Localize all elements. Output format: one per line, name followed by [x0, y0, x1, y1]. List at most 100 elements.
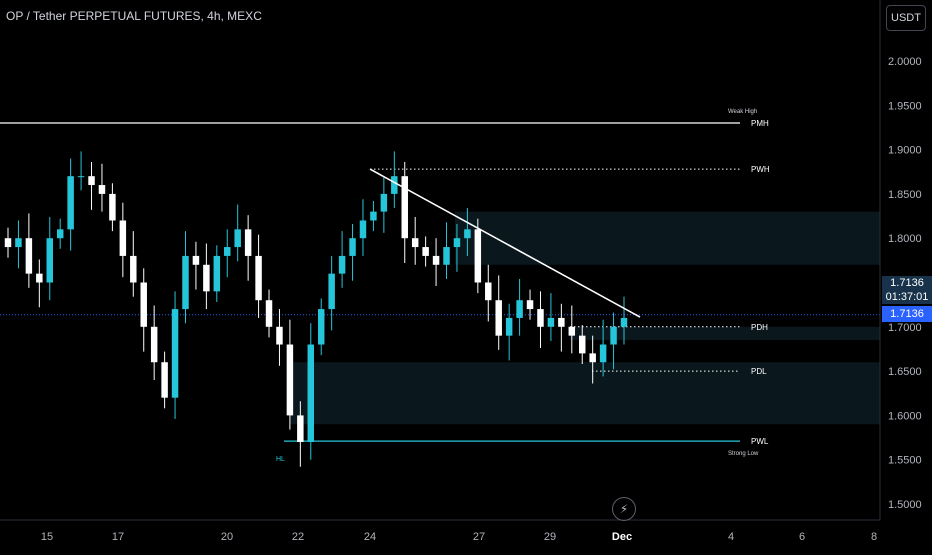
candle-body [328, 273, 335, 310]
candle-body [411, 238, 419, 248]
candle [98, 163, 106, 212]
candle-body [46, 238, 53, 283]
candle-body [380, 193, 388, 212]
x-tick-label: 27 [473, 531, 485, 543]
candle [495, 275, 502, 350]
level-label-pdl: PDL [751, 367, 767, 376]
candle-body [56, 229, 64, 239]
candle-body [150, 326, 158, 363]
levels-layer: PMH Weak High PWH PDH PDL PWL Strong Low [0, 109, 880, 457]
candle [401, 162, 408, 264]
y-tick-label: 1.8000 [888, 233, 922, 245]
zones-layer [290, 211, 880, 425]
candle [526, 289, 534, 320]
candle-body [192, 255, 200, 265]
candle [568, 305, 576, 354]
candle [328, 255, 335, 331]
candle [161, 351, 168, 409]
x-tick-label: 15 [41, 531, 53, 543]
candle-body [495, 300, 502, 336]
candle-body [579, 335, 586, 354]
candle-body [464, 229, 471, 239]
candle [255, 234, 262, 318]
candle [265, 289, 273, 338]
y-tick-label: 1.9000 [888, 145, 922, 157]
y-tick-label: 1.7000 [888, 322, 922, 334]
candle [171, 291, 179, 419]
candle [370, 200, 377, 232]
currency-button[interactable]: USDT [886, 5, 926, 31]
candle-body [15, 238, 22, 248]
candle-body [474, 229, 482, 283]
candle-body [453, 238, 461, 248]
candle [599, 319, 607, 377]
x-tick-label: Dec [612, 531, 632, 543]
candle [610, 312, 617, 370]
overlay-layer: HL [276, 168, 641, 463]
candle [589, 335, 596, 384]
candle-body [286, 344, 294, 416]
swing-label: HL [276, 456, 285, 463]
candle [432, 238, 440, 287]
candle [244, 215, 252, 281]
candle [443, 222, 450, 279]
lightning-icon[interactable]: ⚡ [612, 497, 636, 521]
candle-body [119, 220, 127, 256]
candle-body [307, 344, 315, 442]
candle [25, 213, 33, 288]
candle [88, 162, 95, 210]
candle [140, 268, 147, 352]
candle-body [349, 238, 356, 256]
candle [130, 231, 137, 297]
zone-2 [290, 362, 880, 425]
candle [224, 229, 231, 278]
candle-body [443, 247, 450, 265]
candle-body [244, 229, 252, 256]
candle-body [568, 326, 576, 336]
candle [213, 245, 221, 302]
candle-body [265, 300, 273, 327]
candle [391, 151, 398, 209]
candle-body [255, 255, 262, 301]
candle [579, 325, 586, 365]
y-tick-label: 1.9500 [888, 100, 922, 112]
candle [119, 202, 127, 278]
zone-1 [570, 326, 880, 341]
candle [182, 231, 189, 324]
candle-body [161, 362, 168, 398]
candle [234, 204, 241, 262]
candle-body [88, 176, 95, 186]
candle-body [213, 255, 221, 292]
y-tick-label: 1.6000 [888, 410, 922, 422]
y-tick-label: 1.6500 [888, 366, 922, 378]
candle [453, 224, 461, 272]
x-tick-label: 29 [544, 531, 556, 543]
candle-body [610, 326, 617, 345]
candle [380, 176, 388, 233]
x-tick-label: 20 [221, 531, 233, 543]
y-tick-label: 1.5000 [888, 499, 922, 511]
level-annotation-pwl: Strong Low [728, 451, 759, 457]
level-label-pdh: PDH [751, 323, 768, 332]
candle-body [130, 255, 137, 283]
candle-body [516, 300, 523, 318]
trendline [369, 168, 641, 318]
candle [297, 401, 304, 467]
level-label-pmh: PMH [751, 119, 769, 128]
candle [338, 231, 346, 288]
candle [317, 298, 325, 356]
candle [359, 199, 367, 256]
candle-body [547, 317, 555, 327]
candle-body [77, 176, 85, 178]
candle [422, 236, 429, 267]
candle [56, 218, 64, 249]
candle [349, 224, 356, 281]
last-price-label: 1.7136 [882, 276, 932, 290]
candle [67, 158, 74, 251]
y-tick-label: 1.5500 [888, 455, 922, 467]
candle-body [620, 317, 628, 327]
x-tick-label: 4 [728, 531, 734, 543]
candle [192, 241, 200, 290]
